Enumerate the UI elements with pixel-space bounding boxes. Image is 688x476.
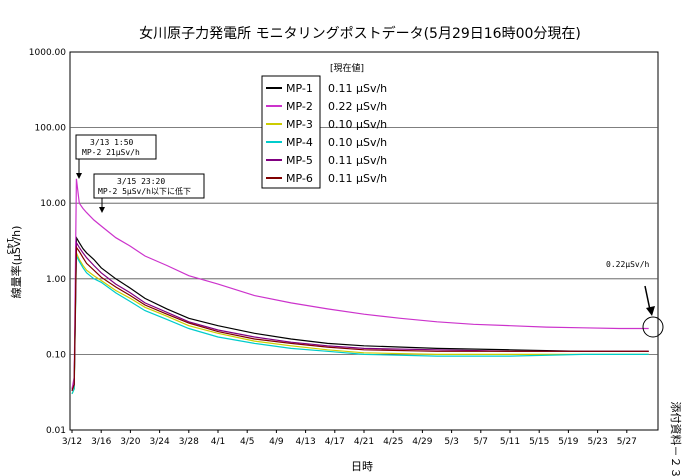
x-tick-label: 4/5 <box>240 437 254 447</box>
legend: [現在値] MP-1 0.11 μSv/h MP-2 0.22 μSv/h MP-3 0.… <box>261 62 387 189</box>
legend-label-mp-4: MP-4 <box>286 136 313 149</box>
annotation-current: 0.22μSv/h <box>606 260 664 338</box>
series-line-mp-4 <box>71 253 649 395</box>
y-tick-label: 10.00 <box>40 199 66 209</box>
y-axis-label: 線量率(μSv/h) <box>9 226 23 299</box>
annotation-drop-line2: MP-2 5μSv/h以下に低下 <box>98 186 191 196</box>
annotation-drop-line1: 3/15 23:20 <box>117 177 165 186</box>
legend-current-mp-3: 0.10 μSv/h <box>328 118 387 131</box>
x-tick-label: 5/23 <box>587 437 607 447</box>
annotation-current-arrow <box>644 285 651 311</box>
y-tick-label: 1000.00 <box>29 48 66 58</box>
legend-current-mp-5: 0.11 μSv/h <box>328 154 387 167</box>
x-tick-label: 4/17 <box>325 437 345 447</box>
right-side-attachment-label: 添付資料－２３ <box>669 402 683 476</box>
annotation-current-text: 0.22μSv/h <box>606 260 650 269</box>
annotation-current-arrowhead <box>646 306 655 316</box>
y-tick-label: 0.10 <box>46 350 66 360</box>
annotation-peak-line1: 3/13 1:50 <box>90 138 134 147</box>
legend-label-mp-3: MP-3 <box>286 118 313 131</box>
x-tick-label: 3/20 <box>120 437 140 447</box>
x-tick-label: 4/21 <box>354 437 374 447</box>
x-tick-label: 4/25 <box>383 437 403 447</box>
y-axis-ticks: 1000.00 100.00 10.00 1.00 0.10 0.01 <box>29 48 66 436</box>
x-tick-label: 4/13 <box>295 437 315 447</box>
legend-current-mp-1: 0.11 μSv/h <box>328 82 387 95</box>
series-line-mp-2 <box>71 178 649 390</box>
x-tick-label: 5/15 <box>529 437 549 447</box>
legend-current-mp-2: 0.22 μSv/h <box>328 100 387 113</box>
y-tick-label: 100.00 <box>35 124 67 134</box>
series-lines <box>71 178 649 395</box>
chart-title: 女川原子力発電所 モニタリングポストデータ(5月29日16時00分現在) <box>139 25 581 42</box>
x-tick-label: 5/7 <box>474 437 488 447</box>
series-line-mp-1 <box>71 235 649 390</box>
x-tick-label: 3/24 <box>149 437 169 447</box>
y-tick-label: 0.01 <box>46 426 66 436</box>
x-tick-label: 5/11 <box>500 437 520 447</box>
x-axis-ticks: 3/12 3/16 3/20 3/24 3/28 4/1 4/5 4/9 4/13 4/17 4/2… <box>62 430 637 447</box>
legend-label-mp-1: MP-1 <box>286 82 313 95</box>
legend-box <box>261 75 321 189</box>
legend-items: MP-1 0.11 μSv/h MP-2 0.22 μSv/h MP-3 0.10 μSv… <box>266 82 387 185</box>
annotation-peak-line2: MP-2 21μSv/h <box>82 148 140 157</box>
x-axis-label: 日時 <box>351 460 373 473</box>
annotation-drop-box <box>93 173 205 199</box>
x-tick-label: 5/27 <box>617 437 637 447</box>
series-line-mp-6 <box>71 245 649 391</box>
x-tick-label: 3/12 <box>62 437 82 447</box>
x-tick-label: 3/16 <box>91 437 111 447</box>
annotation-drop: 3/15 23:20 MP-2 5μSv/h以下に低下 <box>93 173 205 213</box>
plot-area <box>69 51 659 431</box>
left-side-page-number: 143 <box>4 237 14 254</box>
annotation-peak: 3/13 1:50 MP-2 21μSv/h <box>75 134 157 179</box>
x-tick-label: 4/1 <box>211 437 225 447</box>
legend-current-mp-4: 0.10 μSv/h <box>328 136 387 149</box>
legend-label-mp-6: MP-6 <box>286 172 313 185</box>
annotation-current-circle <box>642 316 664 338</box>
legend-current-mp-6: 0.11 μSv/h <box>328 172 387 185</box>
annotation-peak-box <box>75 134 157 160</box>
legend-header: [現在値] <box>330 62 364 74</box>
x-tick-label: 5/19 <box>558 437 578 447</box>
annotation-peak-arrowhead <box>76 173 82 179</box>
annotation-drop-arrowhead <box>99 207 105 213</box>
x-tick-label: 5/3 <box>444 437 458 447</box>
x-tick-label: 4/9 <box>269 437 284 447</box>
x-tick-label: 3/28 <box>179 437 199 447</box>
x-tick-label: 4/29 <box>412 437 432 447</box>
series-line-mp-3 <box>71 252 649 395</box>
series-line-mp-5 <box>71 240 649 391</box>
legend-label-mp-5: MP-5 <box>286 154 313 167</box>
y-tick-label: 1.00 <box>46 275 66 285</box>
legend-label-mp-2: MP-2 <box>286 100 313 113</box>
